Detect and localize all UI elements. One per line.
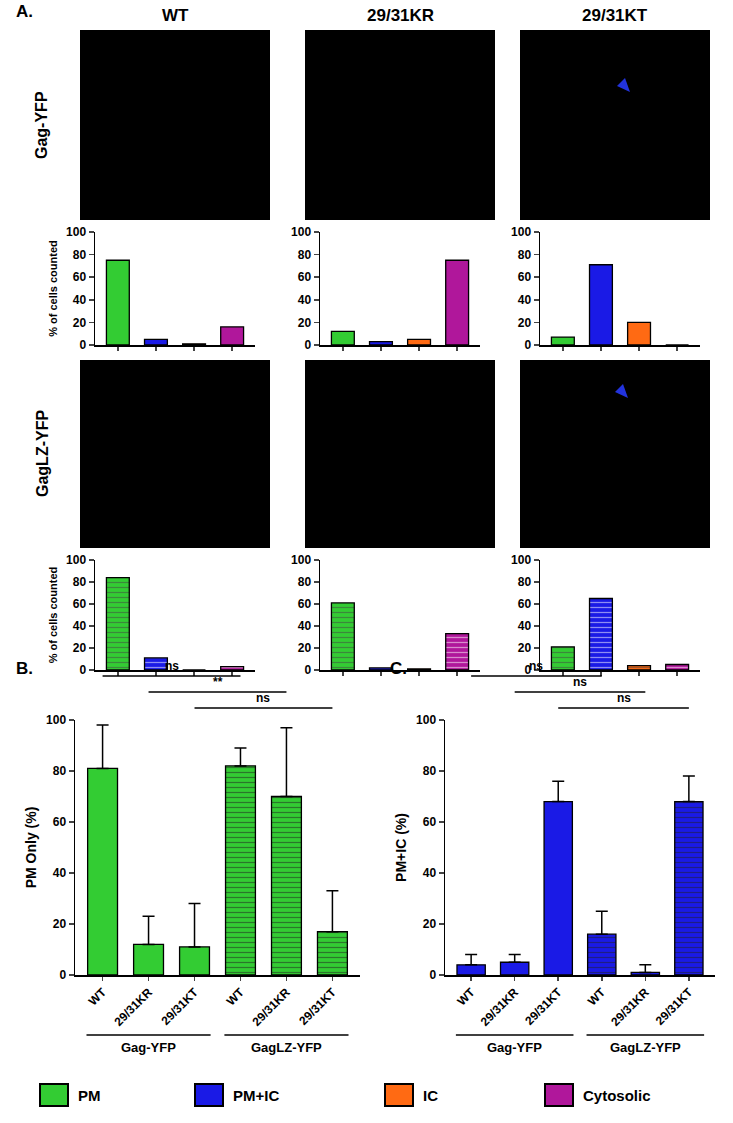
svg-text:29/31KT: 29/31KT [522,985,565,1028]
svg-text:100: 100 [66,225,86,239]
svg-text:20: 20 [518,316,532,330]
svg-text:PM Only (%): PM Only (%) [23,807,39,889]
svg-text:80: 80 [298,575,312,589]
svg-text:100: 100 [511,553,531,567]
svg-text:20: 20 [73,641,87,655]
svg-text:40: 40 [423,866,437,880]
svg-text:100: 100 [46,713,66,727]
svg-text:100: 100 [291,225,311,239]
svg-text:80: 80 [73,575,87,589]
svg-text:% of cells counted: % of cells counted [47,240,59,337]
svg-text:0: 0 [304,663,311,677]
svg-text:29/31KT: 29/31KT [653,985,696,1028]
svg-text:IC: IC [423,1087,438,1104]
svg-text:80: 80 [518,575,532,589]
svg-text:20: 20 [298,641,312,655]
svg-text:ns: ns [256,691,270,705]
svg-text:ns: ns [165,659,179,673]
svg-text:29/31KT: 29/31KT [582,6,648,25]
svg-text:100: 100 [416,713,436,727]
svg-text:40: 40 [298,619,312,633]
svg-text:100: 100 [511,225,531,239]
svg-text:60: 60 [518,597,532,611]
svg-text:60: 60 [53,815,67,829]
svg-text:29/31KR: 29/31KR [608,985,652,1029]
svg-text:A.: A. [16,2,33,21]
svg-text:**: ** [213,675,223,689]
svg-text:0: 0 [59,968,66,982]
svg-text:80: 80 [423,764,437,778]
svg-text:WT: WT [86,985,110,1009]
svg-text:WT: WT [454,985,478,1009]
svg-text:GagLZ-YFP: GagLZ-YFP [251,1040,322,1055]
svg-text:20: 20 [423,917,437,931]
svg-text:29/31KR: 29/31KR [249,985,293,1029]
svg-text:PM+IC (%): PM+IC (%) [393,813,409,882]
svg-text:Gag-YFP: Gag-YFP [33,91,50,159]
svg-text:80: 80 [518,248,532,262]
svg-text:29/31KT: 29/31KT [158,985,201,1028]
svg-text:60: 60 [73,270,87,284]
svg-text:C.: C. [390,659,407,678]
svg-text:0: 0 [79,663,86,677]
svg-text:B.: B. [16,659,33,678]
svg-text:100: 100 [66,553,86,567]
svg-text:GagLZ-YFP: GagLZ-YFP [610,1040,681,1055]
svg-text:40: 40 [298,293,312,307]
svg-text:Cytosolic: Cytosolic [583,1087,651,1104]
svg-text:ns: ns [617,691,631,705]
svg-text:29/31KT: 29/31KT [296,985,339,1028]
svg-text:60: 60 [298,270,312,284]
svg-text:40: 40 [53,866,67,880]
svg-text:Gag-YFP: Gag-YFP [121,1040,176,1055]
svg-text:0: 0 [524,663,531,677]
svg-text:80: 80 [73,248,87,262]
svg-text:0: 0 [524,338,531,352]
svg-text:0: 0 [79,338,86,352]
svg-text:29/31KR: 29/31KR [478,985,522,1029]
svg-text:WT: WT [224,985,248,1009]
svg-text:WT: WT [585,985,609,1009]
svg-text:20: 20 [73,316,87,330]
svg-text:ns: ns [573,675,587,689]
svg-text:40: 40 [518,293,532,307]
svg-text:100: 100 [291,553,311,567]
svg-text:40: 40 [518,619,532,633]
svg-text:20: 20 [518,641,532,655]
svg-text:PM+IC: PM+IC [233,1087,279,1104]
svg-text:40: 40 [73,619,87,633]
svg-text:60: 60 [298,597,312,611]
svg-text:80: 80 [298,248,312,262]
svg-text:60: 60 [73,597,87,611]
svg-text:0: 0 [429,968,436,982]
svg-text:GagLZ-YFP: GagLZ-YFP [34,410,51,497]
svg-text:20: 20 [298,316,312,330]
svg-text:ns: ns [529,659,543,673]
svg-text:60: 60 [423,815,437,829]
svg-text:% of cells counted: % of cells counted [47,567,59,664]
svg-text:20: 20 [53,917,67,931]
svg-text:Gag-YFP: Gag-YFP [487,1040,542,1055]
svg-text:0: 0 [304,338,311,352]
svg-text:PM: PM [78,1087,101,1104]
svg-text:60: 60 [518,270,532,284]
svg-text:80: 80 [53,764,67,778]
svg-text:WT: WT [162,6,189,25]
svg-text:40: 40 [73,293,87,307]
svg-text:29/31KR: 29/31KR [367,6,434,25]
svg-text:29/31KR: 29/31KR [112,985,156,1029]
